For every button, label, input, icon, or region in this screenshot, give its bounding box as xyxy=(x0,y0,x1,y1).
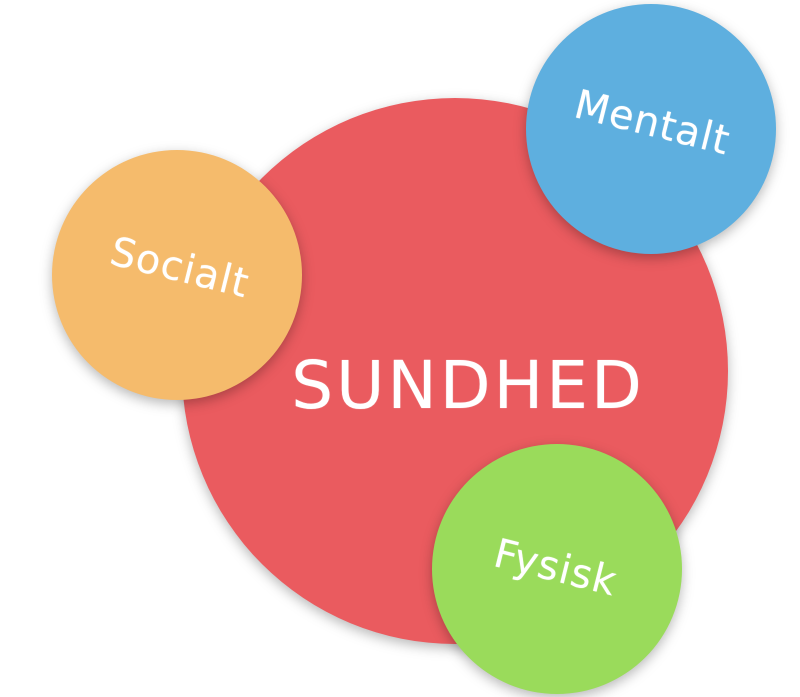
satellite-circle-social: Socialt xyxy=(52,150,302,400)
satellite-label-social: Socialt xyxy=(105,228,255,308)
satellite-circle-mental: Mentalt xyxy=(526,4,776,254)
satellite-circle-physical: Fysisk xyxy=(432,444,682,694)
satellite-label-mental: Mentalt xyxy=(569,81,735,165)
satellite-label-physical: Fysisk xyxy=(488,530,622,606)
center-label: SUNDHED xyxy=(291,346,645,424)
